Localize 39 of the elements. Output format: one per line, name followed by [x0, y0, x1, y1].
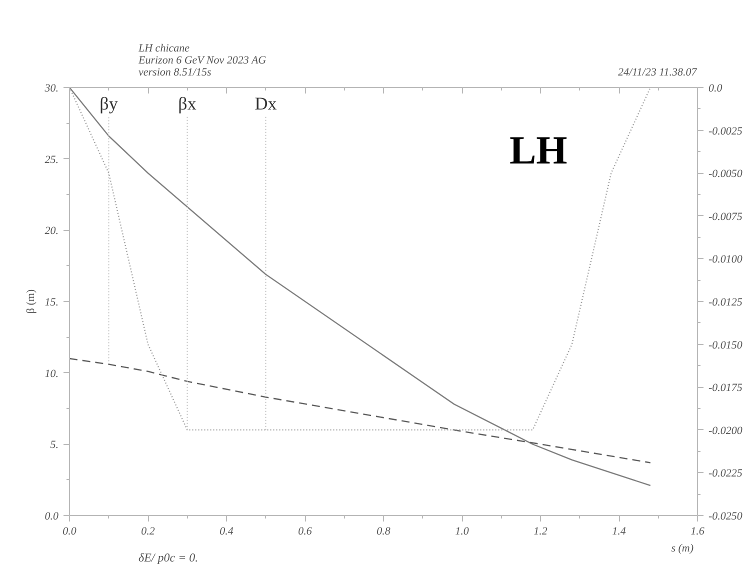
y-tick-label: 5.	[50, 439, 58, 452]
annotation: βy	[100, 93, 118, 114]
x-tick-label: 1.4	[612, 526, 626, 538]
y-tick-label: 10.	[44, 368, 58, 380]
y2-tick-label: -0.0125	[708, 296, 743, 308]
y2-tick-label: -0.0100	[708, 254, 743, 266]
annotation: LH	[510, 128, 568, 172]
y-tick-label: 20.	[44, 225, 58, 238]
annotation: βx	[178, 93, 196, 114]
x-tick-label: 0.8	[376, 526, 391, 538]
y2-tick-label: 0.0	[708, 82, 723, 94]
y2-tick-label: -0.0050	[708, 168, 743, 180]
y2-tick-label: -0.0250	[708, 510, 743, 522]
y-tick-label: 25.	[44, 154, 58, 166]
x-tick-label: 0.6	[298, 526, 312, 538]
text: 24/11/23 11.38.07	[618, 66, 698, 78]
x-tick-label: 0.2	[141, 526, 156, 538]
y-axis-title: β (m)	[24, 289, 37, 314]
text: δE/ p0c = 0.	[138, 550, 198, 564]
y-tick-label: 15.	[44, 296, 58, 308]
y2-tick-label: -0.0150	[708, 339, 743, 352]
line-series	[70, 358, 652, 464]
y2-tick-label: -0.0025	[708, 125, 743, 138]
text: version 8.51/15s	[138, 66, 212, 78]
x-tick-label: 1.6	[690, 526, 705, 538]
y2-tick-label: -0.0225	[708, 468, 743, 480]
x-tick-label: 1.0	[455, 526, 470, 538]
chart-subtitle: Eurizon 6 GeV Nov 2023 AG	[138, 54, 266, 66]
x-tick-label: 1.2	[534, 526, 548, 538]
y-tick-label: 0.0	[44, 510, 59, 522]
chart-title: LH chicane	[138, 42, 190, 54]
annotation: Dx	[254, 93, 277, 114]
y-tick-label: 30.	[44, 82, 58, 94]
y2-tick-label: -0.0200	[708, 424, 743, 437]
x-tick-label: 0.4	[220, 526, 234, 538]
x-tick-label: 0.0	[62, 526, 77, 538]
x-axis-title: s (m)	[671, 542, 694, 554]
y2-tick-label: -0.0075	[708, 210, 743, 223]
y2-tick-label: -0.0175	[708, 382, 743, 394]
